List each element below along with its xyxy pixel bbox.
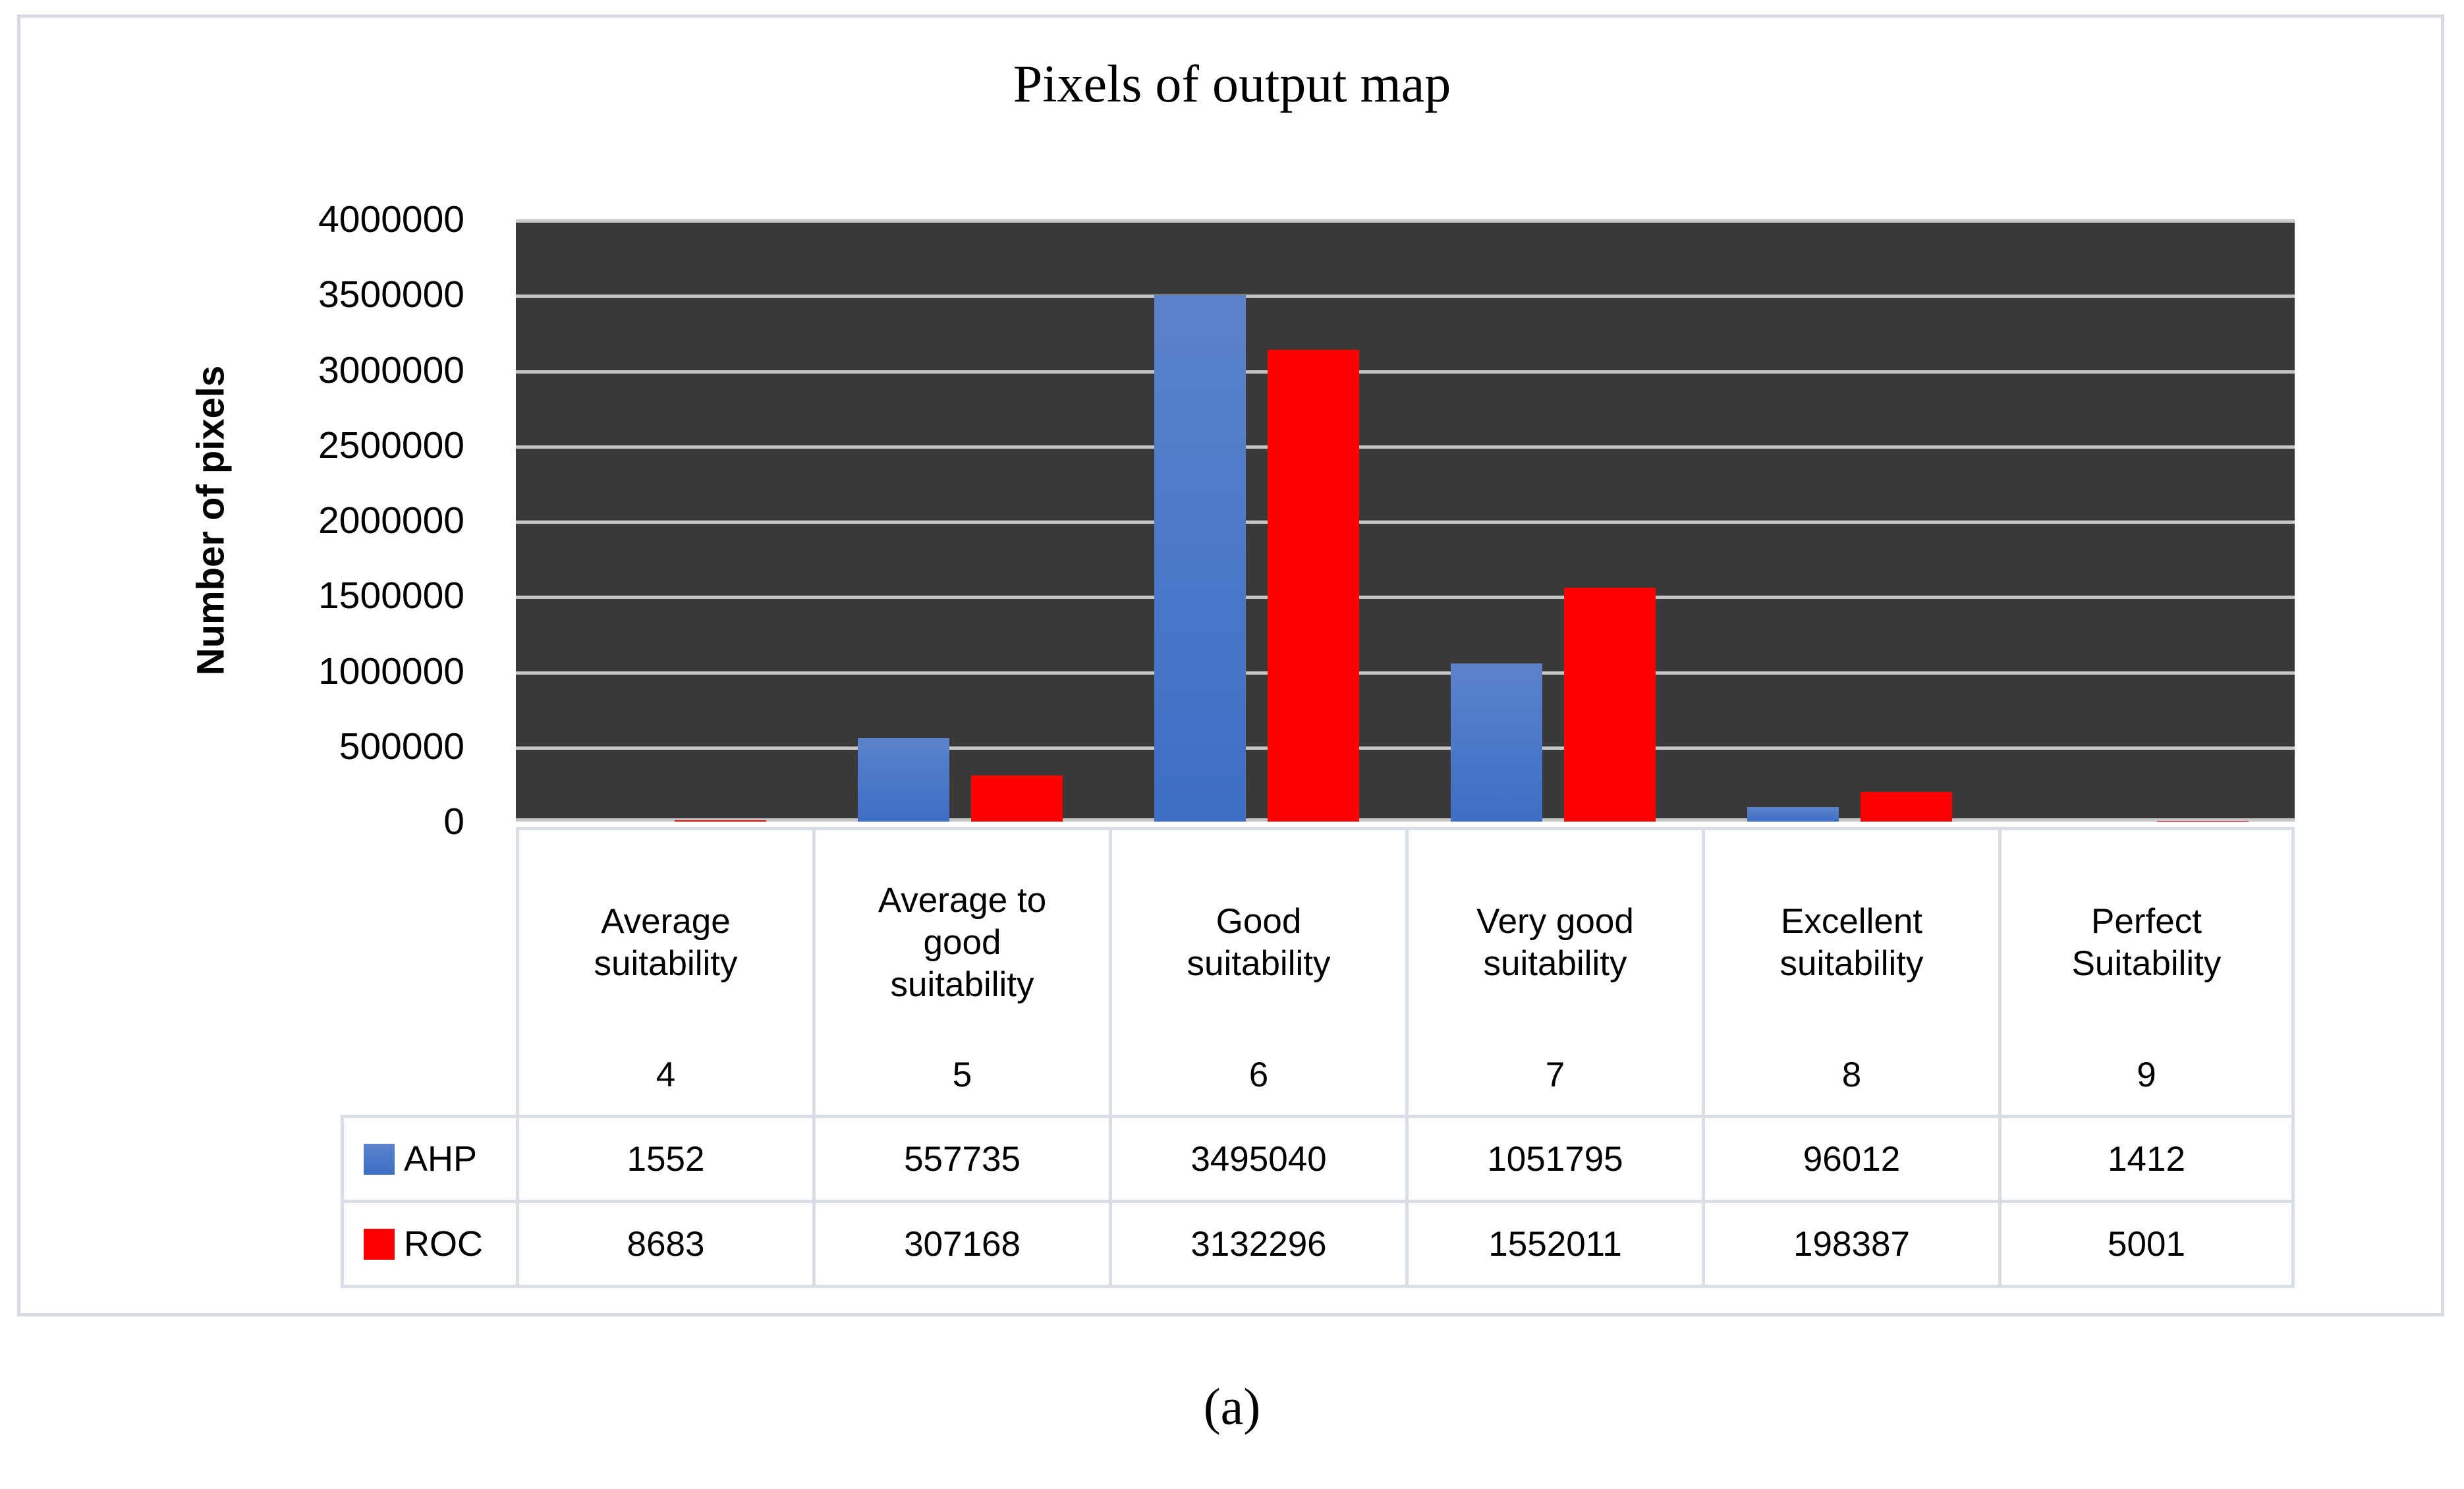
y-axis-title: Number of pixels — [189, 365, 233, 676]
value-ahp-6: 3495040 — [1109, 1115, 1405, 1200]
y-tick-500000: 500000 — [339, 725, 464, 768]
category-label: Average to good suitability — [878, 881, 1047, 1004]
bar-ahp-8 — [1747, 807, 1839, 822]
legend-cell-ahp: AHP — [341, 1115, 516, 1200]
value-roc-5: 307168 — [812, 1200, 1109, 1285]
y-tick-1000000: 1000000 — [318, 650, 464, 692]
y-tick-2000000: 2000000 — [318, 499, 464, 542]
category-header-excellent-suitability: Excellent suitability 8 — [1702, 827, 1998, 1115]
legend-label-roc: ROC — [404, 1224, 483, 1264]
category-header-average-suitability: Average suitability 4 — [516, 827, 812, 1115]
value-ahp-9: 1412 — [1998, 1115, 2295, 1200]
bar-roc-9 — [2157, 821, 2249, 822]
value-roc-7: 1552011 — [1405, 1200, 1702, 1285]
category-code: 8 — [1841, 1055, 1862, 1094]
bar-ahp-7 — [1451, 663, 1542, 822]
bar-roc-6 — [1268, 350, 1359, 822]
category-header-good-suitability: Good suitability 6 — [1109, 827, 1405, 1115]
value-roc-4: 8683 — [516, 1200, 812, 1285]
value-roc-9: 5001 — [1998, 1200, 2295, 1285]
gridline-3000000 — [516, 370, 2295, 374]
value-ahp-7: 1051795 — [1405, 1115, 1702, 1200]
category-header-very-good-suitability: Very good suitability 7 — [1405, 827, 1702, 1115]
gridline-4000000 — [516, 219, 2295, 223]
gridline-3500000 — [516, 295, 2295, 298]
category-code: 6 — [1248, 1055, 1269, 1094]
legend-swatch-ahp — [364, 1143, 395, 1175]
gridline-1000000 — [516, 671, 2295, 675]
legend-label-ahp: AHP — [404, 1139, 478, 1179]
legend-cell-roc: ROC — [341, 1200, 516, 1285]
legend-swatch-roc — [364, 1228, 395, 1260]
y-tick-1500000: 1500000 — [318, 575, 464, 617]
category-label: Excellent suitability — [1779, 902, 1924, 983]
category-code: 9 — [2137, 1055, 2156, 1094]
category-label: Good suitability — [1187, 902, 1331, 983]
value-roc-6: 3132296 — [1109, 1200, 1405, 1285]
y-tick-3000000: 3000000 — [318, 349, 464, 391]
gridline-500000 — [516, 746, 2295, 750]
bar-roc-8 — [1861, 792, 1952, 822]
value-roc-8: 198387 — [1702, 1200, 1998, 1285]
category-header-perfect-suitability: Perfect Suitability 9 — [1998, 827, 2295, 1115]
category-code: 5 — [952, 1055, 972, 1094]
category-label: Very good suitability — [1476, 902, 1634, 983]
gridline-2000000 — [516, 520, 2295, 524]
bar-roc-5 — [971, 775, 1063, 822]
data-table-rows: AHP 1552 557735 3495040 1051795 96012 1412 ROC 8… — [341, 1115, 2295, 1288]
table-row-ahp: AHP 1552 557735 3495040 1051795 96012 1412 — [341, 1115, 2295, 1200]
y-tick-3500000: 3500000 — [318, 273, 464, 316]
plot-area — [516, 219, 2295, 822]
figure-caption: (a) — [1203, 1378, 1261, 1435]
bar-roc-7 — [1564, 588, 1656, 822]
bar-ahp-5 — [858, 738, 949, 822]
y-tick-2500000: 2500000 — [318, 424, 464, 466]
gridline-1500000 — [516, 596, 2295, 599]
category-header-row: Average suitability 4 Average to good suit… — [516, 827, 2295, 1115]
category-header-average-to-good-suitability: Average to good suitability 5 — [812, 827, 1109, 1115]
value-ahp-4: 1552 — [516, 1115, 812, 1200]
value-ahp-5: 557735 — [812, 1115, 1109, 1200]
category-code: 4 — [656, 1055, 676, 1094]
category-label: Perfect Suitability — [2071, 902, 2222, 983]
bar-roc-4 — [675, 820, 766, 822]
category-label: Average suitability — [594, 902, 738, 983]
table-row-roc: ROC 8683 307168 3132296 1552011 198387 5001 — [341, 1200, 2295, 1285]
value-ahp-8: 96012 — [1702, 1115, 1998, 1200]
category-code: 7 — [1545, 1055, 1565, 1094]
y-tick-4000000: 4000000 — [318, 198, 464, 240]
y-tick-0: 0 — [443, 801, 464, 843]
bar-ahp-6 — [1154, 295, 1246, 822]
gridline-0 — [516, 818, 2295, 822]
chart-title: Pixels of output map — [1013, 55, 1451, 113]
gridline-2500000 — [516, 445, 2295, 449]
